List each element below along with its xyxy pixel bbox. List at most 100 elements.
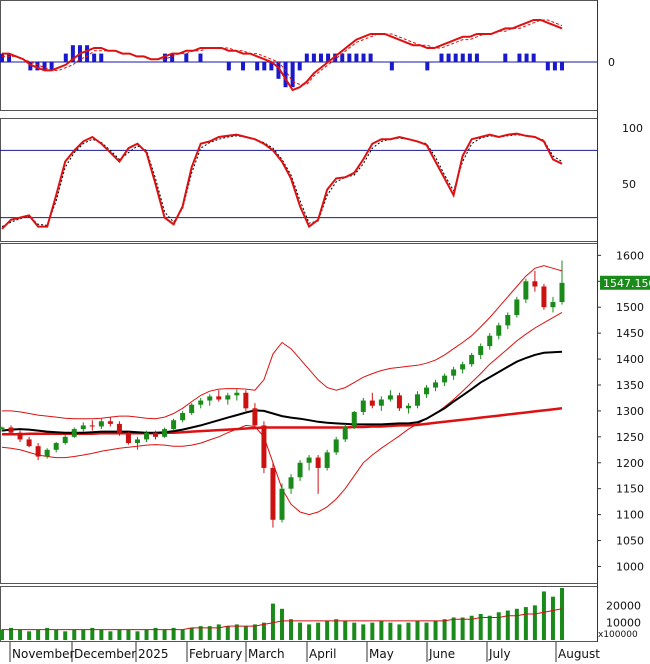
volume-bar — [298, 622, 303, 640]
volume-bar — [541, 591, 546, 640]
candle-body — [451, 369, 457, 376]
candle-body — [496, 325, 502, 336]
month-label: April — [309, 647, 336, 661]
volume-bar — [379, 620, 384, 640]
price-tick-label: 1400 — [616, 353, 644, 366]
candle-body — [505, 314, 511, 326]
candle-body — [297, 462, 303, 478]
macd-histogram-bar — [489, 62, 494, 63]
candle-body — [433, 382, 439, 388]
macd-histogram-bar — [177, 62, 182, 63]
macd-histogram-bar — [361, 53, 366, 62]
volume-bar — [198, 626, 203, 640]
macd-histogram-bar — [233, 62, 238, 63]
volume-bar — [523, 607, 528, 640]
macd-histogram-bar — [63, 53, 68, 62]
month-label: May — [369, 647, 394, 661]
macd-histogram-bar — [49, 62, 54, 71]
candle-body — [442, 375, 448, 383]
candle-body — [342, 426, 348, 440]
volume-bar — [0, 629, 4, 640]
volume-bar — [424, 622, 429, 640]
volume-bar — [54, 629, 59, 640]
candle-body — [487, 335, 493, 347]
stochastic-d-line — [1, 134, 563, 228]
macd-histogram-bar — [453, 53, 458, 62]
candle-body — [550, 302, 556, 308]
volume-bar — [171, 627, 176, 640]
macd-histogram-bar — [290, 62, 295, 88]
candle-body — [62, 436, 68, 444]
macd-histogram-bar — [85, 45, 90, 62]
candle-body — [98, 421, 104, 427]
macd-histogram-bar — [184, 53, 189, 62]
volume-bar — [560, 588, 564, 640]
macd-histogram-bar — [106, 62, 111, 63]
candle-body — [333, 439, 339, 453]
stochastic-k-line — [1, 132, 563, 230]
candle-body — [107, 421, 113, 424]
volume-bar — [532, 605, 537, 640]
stochastic-tick-label: 50 — [622, 178, 636, 191]
volume-bar — [153, 627, 158, 640]
x-axis: November December 2025 February March April Ma… — [9, 642, 600, 662]
volume-bar — [406, 622, 411, 640]
macd-histogram-bar — [134, 62, 139, 63]
candle-body — [523, 281, 529, 300]
volume-bar — [397, 624, 402, 640]
price-panel: 1600155015001450140013501300125012001150… — [0, 249, 650, 573]
macd-tick-label: 0 — [608, 56, 615, 69]
macd-histogram-bar — [404, 62, 409, 63]
stochastic-panel: 100 50 — [0, 122, 643, 230]
macd-histogram-bar — [42, 62, 47, 71]
volume-tick-label: 20000 — [606, 599, 641, 612]
candle-body — [207, 396, 213, 401]
macd-histogram-bar — [255, 62, 260, 71]
macd-histogram-bar — [141, 62, 146, 63]
candle-body — [162, 429, 168, 437]
month-label: November — [12, 647, 74, 661]
month-label: August — [558, 647, 600, 661]
macd-histogram-bar — [482, 62, 487, 63]
macd-histogram-bar — [241, 62, 246, 71]
macd-histogram-bar — [418, 62, 423, 63]
volume-bar — [460, 617, 465, 640]
volume-bar — [415, 620, 420, 640]
macd-histogram-bar — [474, 53, 479, 62]
price-tick-label: 1500 — [616, 301, 644, 314]
price-tick-label: 1150 — [616, 483, 644, 496]
volume-bar — [469, 615, 474, 640]
candle-body — [270, 467, 276, 520]
volume-bar — [144, 629, 149, 640]
candle-body — [89, 425, 95, 427]
volume-bar — [334, 619, 339, 640]
macd-histogram-bar — [127, 62, 132, 63]
price-tick-label: 1050 — [616, 535, 644, 548]
price-tick-label: 1600 — [616, 249, 644, 262]
price-tick-label: 1000 — [616, 560, 644, 573]
macd-histogram-bar — [170, 53, 175, 62]
candle-body — [514, 299, 520, 315]
volume-bar — [343, 620, 348, 640]
candle-body — [134, 439, 140, 444]
candle-body — [396, 395, 402, 409]
candle-body — [351, 411, 357, 427]
volume-bar — [352, 622, 357, 640]
candle-body — [288, 477, 294, 489]
last-price-badge — [600, 275, 650, 290]
macd-histogram-bar — [517, 53, 522, 62]
macd-histogram-bar — [297, 62, 302, 71]
month-label: July — [488, 647, 511, 661]
candle-body — [414, 394, 420, 406]
candle-body — [541, 286, 547, 308]
volume-bar — [27, 631, 32, 640]
volume-tick-label: 10000 — [606, 617, 641, 630]
macd-histogram-bar — [205, 62, 210, 63]
macd-histogram-bar — [467, 53, 472, 62]
macd-histogram-bar — [496, 62, 501, 63]
stochastic-tick-label: 100 — [622, 122, 643, 135]
volume-bar — [243, 626, 248, 640]
price-tick-label: 1100 — [616, 509, 644, 522]
price-tick-label: 1350 — [616, 379, 644, 392]
